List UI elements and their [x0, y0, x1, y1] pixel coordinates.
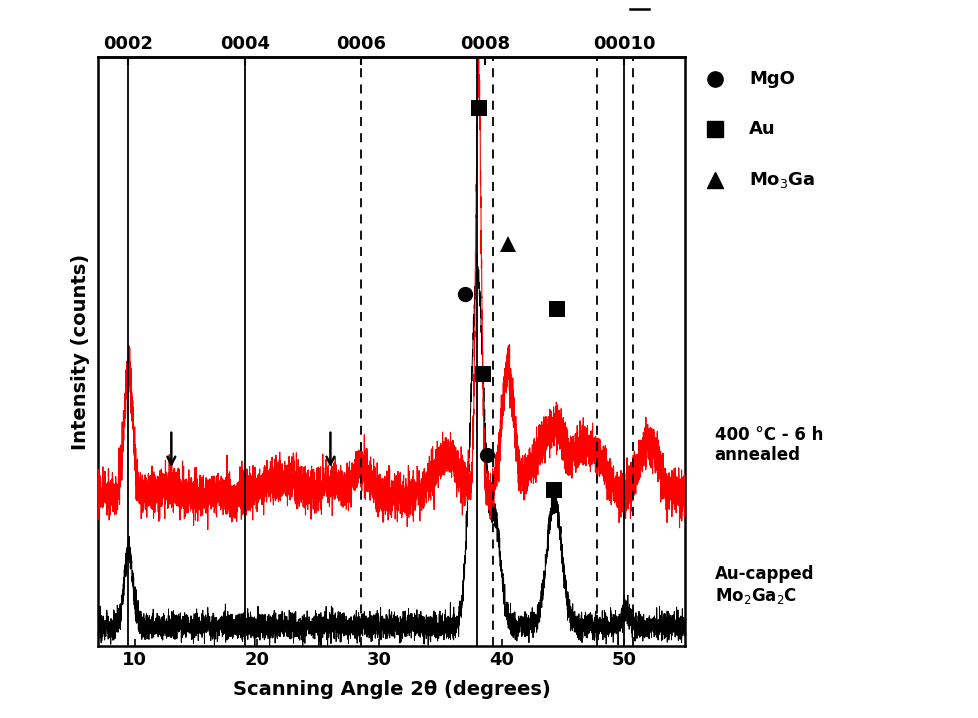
X-axis label: Scanning Angle 2θ (degrees): Scanning Angle 2θ (degrees): [233, 680, 550, 699]
Text: Au: Au: [748, 120, 775, 139]
Text: Au-capped
Mo$_2$Ga$_2$C: Au-capped Mo$_2$Ga$_2$C: [714, 565, 814, 606]
Text: MgO: MgO: [748, 70, 794, 88]
Y-axis label: Intensity (counts): Intensity (counts): [70, 253, 89, 450]
Text: Mo$_3$Ga: Mo$_3$Ga: [748, 169, 815, 190]
Text: 400 °C - 6 h
annealed: 400 °C - 6 h annealed: [714, 426, 822, 465]
